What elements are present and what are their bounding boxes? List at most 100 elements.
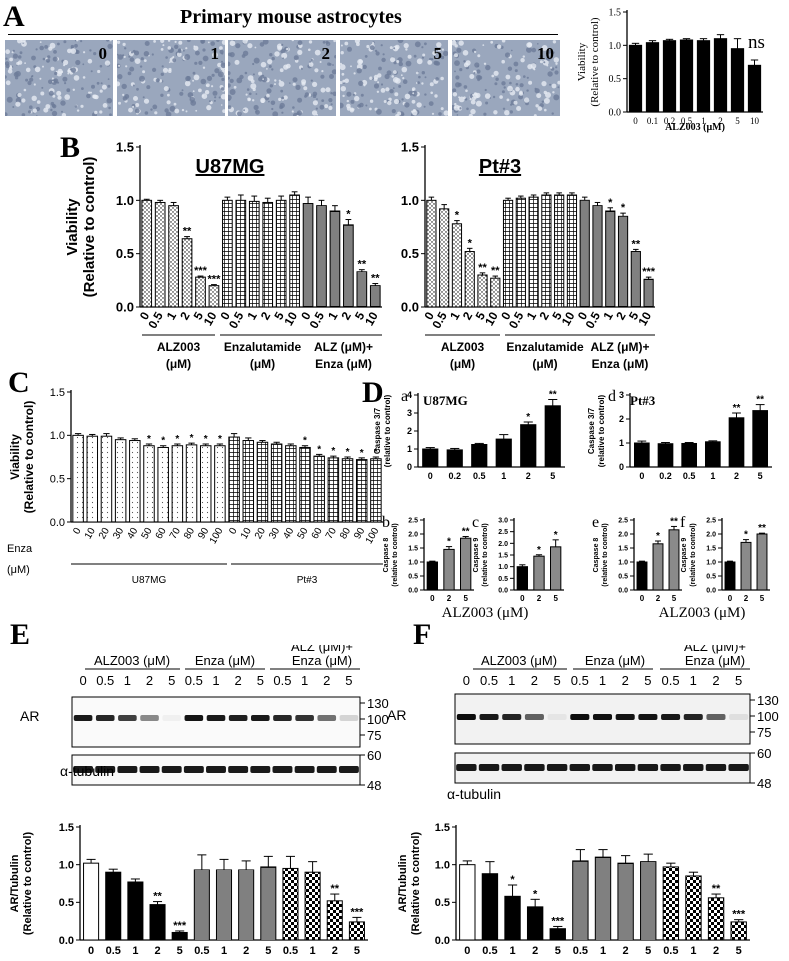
y-tick-label: 0.0 [609, 108, 622, 119]
x-tick-label: 60 [310, 526, 325, 542]
y-tick-label: 0.5 [59, 897, 74, 909]
bar-4 [195, 276, 206, 308]
bar-1 [105, 871, 122, 941]
tubulin-band [316, 766, 337, 773]
lane-label: 2 [146, 673, 153, 688]
x-tick-label: 10 [83, 526, 98, 542]
tubulin-band [524, 764, 545, 771]
significance-mark: * [175, 434, 179, 445]
tubulin-band [728, 764, 749, 771]
y-tick-label: 1.0 [50, 430, 65, 442]
x-tick-label: 10 [201, 309, 220, 328]
bar-10 [275, 199, 287, 308]
x-tick-label: 30 [267, 526, 282, 542]
x-tick-label: 2 [526, 471, 531, 481]
bar-3 [464, 251, 475, 308]
x-tick-label: 10 [559, 309, 578, 328]
x-tick-label: 5 [758, 471, 763, 481]
header-enza: Enza (μM) [195, 653, 255, 668]
cell-texture [5, 40, 113, 116]
x-axis-label: ALZ003 (μM) [659, 605, 746, 620]
bar-2 [681, 442, 698, 468]
ar-band [706, 714, 726, 720]
micrograph-5: 5 [340, 40, 448, 116]
header-combo: Enza (μM) [292, 653, 352, 668]
tubulin-band [705, 764, 727, 771]
bar-4 [696, 40, 711, 113]
significance-mark: *** [642, 266, 656, 278]
bar-3 [181, 238, 193, 308]
group-label: (μM) [250, 357, 275, 371]
enza-label: Enza [7, 543, 33, 555]
bar-21 [370, 458, 382, 523]
ar-band [118, 715, 137, 721]
significance-mark: ** [670, 516, 678, 527]
group-label: Pt#3 [297, 575, 318, 586]
significance-mark: *** [173, 920, 187, 932]
x-tick-label: 5 [760, 594, 765, 603]
ar-band [683, 714, 703, 720]
x-tick-label: 1 [701, 116, 706, 126]
header-combo: Enza (μM) [685, 653, 745, 668]
bar-5 [193, 869, 210, 941]
y-tick-label: 1 [619, 438, 624, 448]
y-tick-label: 1.0 [401, 193, 419, 208]
significance-mark: * [346, 447, 350, 458]
y-tick-label: 1.5 [50, 387, 65, 399]
bar-20 [355, 459, 368, 523]
bar-4 [477, 274, 488, 308]
bar-0 [141, 199, 153, 308]
x-tick-label: 2 [532, 945, 538, 957]
lane-label: 2 [712, 673, 719, 688]
ar-band [140, 715, 159, 721]
bar-2 [756, 533, 768, 591]
y-axis-label: AR/Tubulin [397, 854, 409, 912]
marker-label: 130 [757, 693, 779, 708]
x-tick-label: 0.5 [307, 309, 328, 331]
chart-e-ar-tubulin: 0.0 0.5 1.0 1.5 0 0.5 1 ** 2 *** 5 0.5 1 2 5 0.5 1 ** 2 ***… [9, 822, 368, 957]
y-tick-label: 3.0 [498, 517, 508, 524]
y-tick-label: 2 [619, 414, 624, 424]
x-tick-label: 5 [555, 945, 561, 957]
y-axis-label: (Relative to control) [22, 832, 34, 936]
chart-b-u87mg: 0.00.51.01.500.51**2***5***1000.51251000… [64, 140, 382, 371]
bar-5 [490, 277, 501, 308]
panel-letter-e: E [10, 618, 31, 651]
x-tick-label: 80 [182, 526, 197, 542]
lane-label: 0.5 [96, 673, 114, 688]
x-tick-label: 0 [227, 526, 240, 537]
sub-letter: d [608, 388, 616, 405]
tubulin-band [592, 764, 613, 771]
y-tick-label: 0.5 [706, 573, 716, 580]
significance-mark: * [608, 197, 613, 209]
row-label-tubulin: α-tubulin [60, 763, 114, 779]
bar-19 [341, 458, 354, 523]
y-tick-label: 1 [407, 444, 412, 454]
bar-7 [238, 869, 255, 941]
bar-15 [285, 445, 297, 523]
y-axis-label: Caspase 3/7 [587, 407, 596, 454]
x-tick-label: 2 [154, 945, 160, 957]
y-axis-label: (relative to control) [392, 523, 399, 586]
significance-mark: * [533, 888, 538, 900]
x-tick-label: 0.5 [226, 309, 247, 331]
ar-membrane [71, 696, 361, 748]
significance-mark: ** [462, 527, 470, 538]
x-tick-label: 10 [362, 309, 381, 328]
bar-7 [171, 445, 184, 523]
y-tick-label: 0.0 [116, 300, 134, 315]
bar-5 [544, 405, 561, 468]
bar-5 [752, 410, 769, 468]
bar-1 [657, 443, 674, 468]
sub-letter: f [680, 514, 686, 531]
bar-13 [256, 441, 269, 523]
x-tick-label: 20 [97, 526, 112, 542]
panel-letter-c: C [8, 366, 30, 399]
y-tick-label: 0.0 [498, 587, 508, 594]
bar-9 [662, 866, 680, 941]
marker-label: 75 [757, 725, 771, 740]
x-tick-label: 40 [281, 526, 296, 542]
y-tick-label: 1.0 [435, 860, 450, 872]
y-tick-label: 3 [407, 408, 412, 418]
bar-7 [747, 64, 762, 113]
